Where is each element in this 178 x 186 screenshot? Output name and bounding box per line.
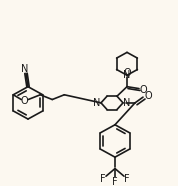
Text: O: O [144,91,152,101]
Text: N: N [21,64,29,74]
Text: F: F [112,177,118,186]
Text: N: N [123,98,131,108]
Text: O: O [20,96,28,106]
Text: O: O [139,84,147,94]
Text: F: F [124,174,130,184]
Text: F: F [100,174,106,184]
Text: O: O [123,68,131,78]
Text: N: N [123,70,131,80]
Text: N: N [93,98,101,108]
